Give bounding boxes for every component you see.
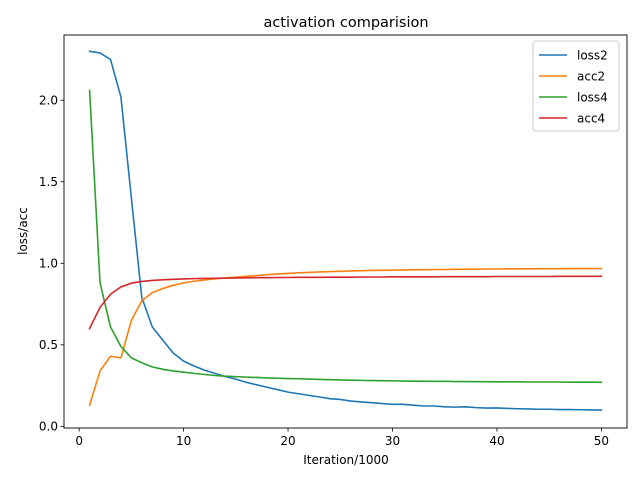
x-tick-label: 50 — [594, 434, 609, 448]
y-tick-label: 0.0 — [39, 420, 58, 434]
y-axis-label: loss/acc — [16, 207, 30, 255]
plot-frame — [63, 34, 628, 429]
legend-label-loss2: loss2 — [577, 48, 608, 62]
series-line-loss4 — [88, 89, 603, 384]
x-tick-label: 10 — [176, 434, 191, 448]
y-tick-label: 1.5 — [39, 175, 58, 189]
legend-label-acc4: acc4 — [577, 111, 605, 125]
y-tick-label: 1.0 — [39, 257, 58, 271]
plot-area: 0 10 20 30 40 50 0.0 0.5 1.0 1.5 2.0 — [39, 34, 628, 448]
x-tick-label: 0 — [75, 434, 83, 448]
legend-label-loss4: loss4 — [577, 90, 608, 104]
legend-label-acc2: acc2 — [577, 69, 605, 83]
y-axis-ticks: 0.0 0.5 1.0 1.5 2.0 — [39, 94, 64, 434]
x-axis-ticks: 0 10 20 30 40 50 — [75, 428, 609, 448]
x-axis-label: Iteration/1000 — [303, 453, 388, 467]
legend-box — [532, 40, 620, 132]
y-tick-label: 0.5 — [39, 338, 58, 352]
series-line-acc2 — [88, 267, 603, 407]
x-tick-label: 30 — [385, 434, 400, 448]
x-tick-label: 40 — [489, 434, 504, 448]
chart-title: activation comparision — [263, 15, 428, 31]
series-layer — [88, 50, 603, 411]
y-tick-label: 2.0 — [39, 94, 58, 108]
series-line-loss2 — [88, 50, 603, 411]
series-line-acc4 — [88, 275, 603, 330]
legend: loss2 acc2 loss4 acc4 — [532, 40, 620, 132]
x-tick-label: 20 — [280, 434, 295, 448]
